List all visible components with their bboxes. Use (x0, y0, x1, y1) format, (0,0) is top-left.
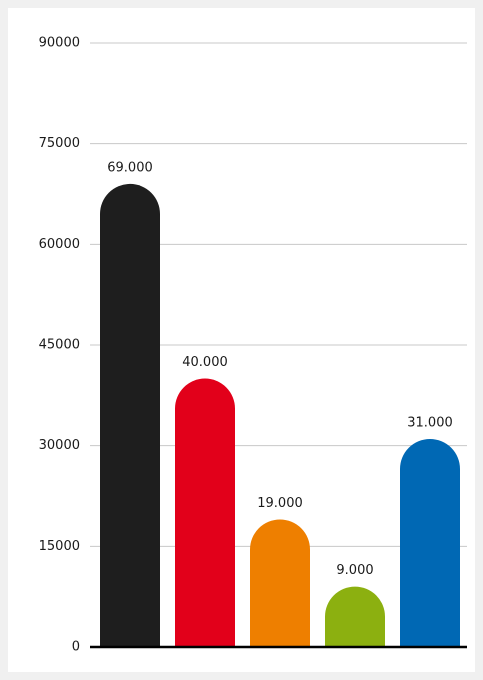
y-tick-label: 30000 (39, 438, 80, 453)
data-label: 19.000 (257, 496, 303, 511)
y-tick-label: 0 (72, 640, 80, 655)
data-label: 40.000 (182, 355, 228, 370)
bar (250, 519, 310, 647)
y-tick-label: 60000 (39, 237, 80, 252)
data-label: 31.000 (407, 415, 453, 430)
panel (8, 8, 475, 672)
data-label: 9.000 (336, 563, 373, 578)
y-tick-label: 75000 (39, 136, 80, 151)
y-tick-label: 45000 (39, 338, 80, 353)
data-label: 69.000 (107, 160, 153, 175)
y-tick-label: 90000 (39, 36, 80, 51)
y-tick-label: 15000 (39, 539, 80, 554)
bar (400, 438, 460, 647)
bar (175, 378, 236, 647)
bar (325, 586, 385, 647)
bar (100, 183, 160, 647)
